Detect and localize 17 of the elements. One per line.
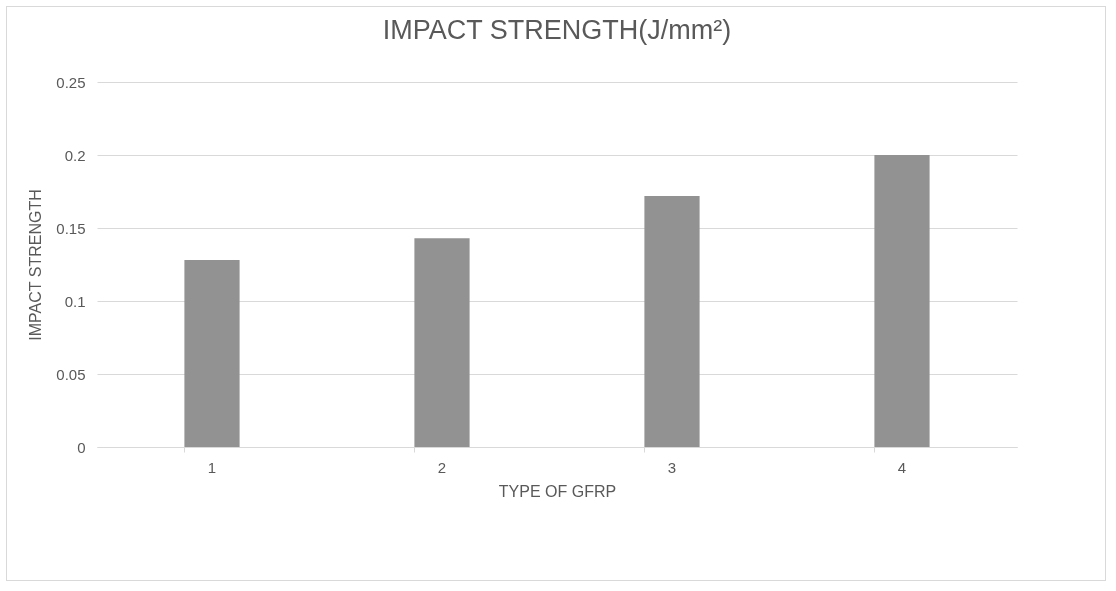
x-axis-title: TYPE OF GFRP — [498, 482, 617, 500]
y-tick-label: 0 — [77, 438, 86, 456]
chart-title: IMPACT STRENGTH(J/mm²) — [382, 15, 732, 45]
bar — [184, 260, 240, 447]
x-tick-label: 3 — [667, 458, 677, 476]
bar — [874, 155, 930, 447]
y-tick-label: 0.2 — [64, 146, 86, 164]
y-tick-label: 0.25 — [56, 73, 86, 91]
x-tick-label: 1 — [207, 458, 217, 476]
bar — [414, 238, 470, 447]
y-axis-title: IMPACT STRENGTH — [27, 189, 45, 341]
bar — [644, 195, 700, 447]
y-tick-label: 0.05 — [56, 365, 86, 383]
x-tick-label: 4 — [897, 458, 907, 476]
y-tick-label: 0.1 — [64, 292, 86, 310]
x-tick-label: 2 — [437, 458, 447, 476]
y-tick-label: 0.15 — [56, 219, 86, 237]
